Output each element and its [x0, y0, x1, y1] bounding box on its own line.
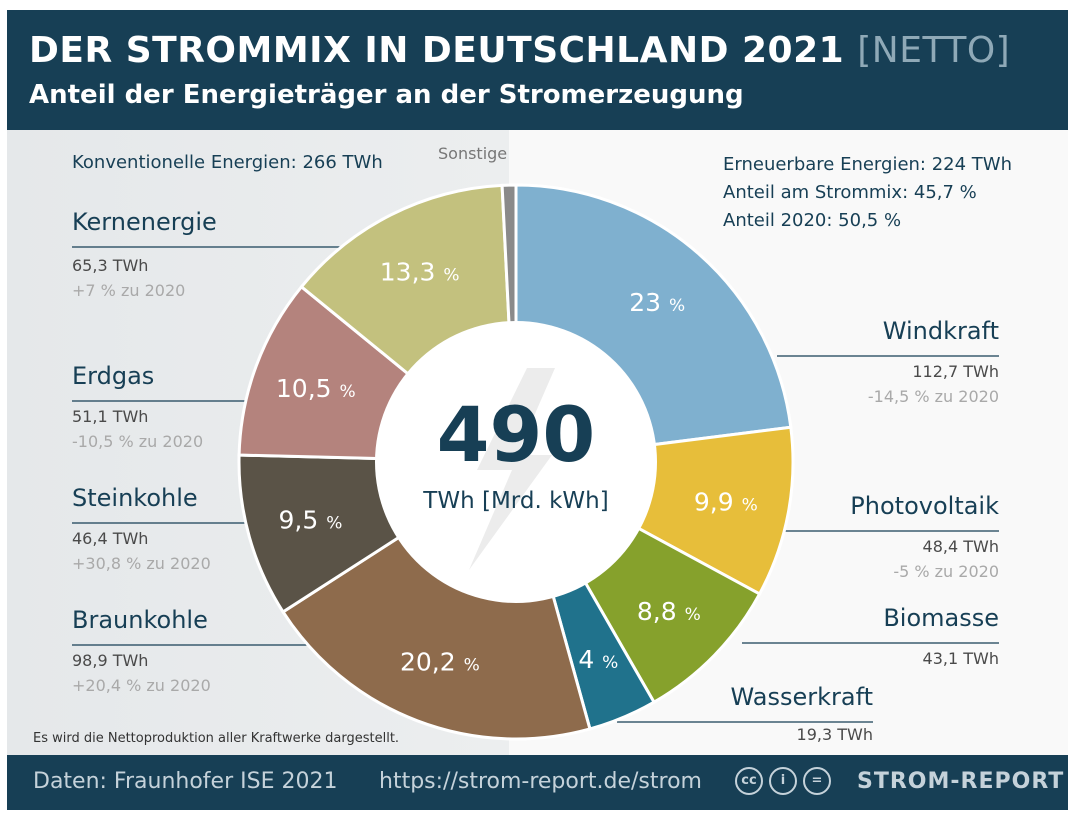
photovoltaik-label: Photovoltaik	[850, 492, 999, 520]
kernenergie-change: +7 % zu 2020	[72, 281, 186, 300]
sonstige-label: Sonstige	[438, 144, 508, 163]
photovoltaik-change: -5 % zu 2020	[893, 562, 999, 581]
steinkohle-change: +30,8 % zu 2020	[72, 554, 211, 573]
footer: Daten: Fraunhofer ISE 2021 https://strom…	[7, 755, 1068, 810]
method-note: Es wird die Nettoproduktion aller Kraftw…	[33, 731, 400, 746]
center-unit: TWh [Mrd. kWh]	[423, 488, 609, 514]
source-link[interactable]: https://strom-report.de/strom	[379, 769, 702, 794]
biomasse-value: 43,1 TWh	[922, 649, 999, 668]
erdgas-label: Erdgas	[72, 362, 155, 390]
brand-logo: STROM-REPORT	[857, 769, 1065, 794]
header: DER STROMMIX IN DEUTSCHLAND 2021 [NETTO]…	[7, 10, 1068, 130]
braunkohle-label: Braunkohle	[72, 606, 208, 634]
photovoltaik-value: 48,4 TWh	[922, 537, 999, 556]
erdgas-value: 51,1 TWh	[72, 407, 149, 426]
renewable-total: Erneuerbare Energien: 224 TWh	[723, 154, 1012, 175]
kernenergie-value: 65,3 TWh	[72, 256, 149, 275]
windkraft-value: 112,7 TWh	[912, 362, 999, 381]
erdgas-change: -10,5 % zu 2020	[72, 432, 204, 451]
wasserkraft-label: Wasserkraft	[730, 683, 873, 711]
wasserkraft-value: 19,3 TWh	[796, 725, 873, 744]
windkraft-change: -14,5 % zu 2020	[867, 387, 999, 406]
page-subtitle: Anteil der Energieträger an der Stromerz…	[29, 80, 744, 110]
braunkohle-change: +20,4 % zu 2020	[72, 676, 211, 695]
lightning-icon	[469, 368, 555, 570]
renewable-share: Anteil am Strommix: 45,7 %	[723, 182, 977, 203]
page-title: DER STROMMIX IN DEUTSCHLAND 2021 [NETTO]	[29, 30, 1010, 71]
chart-area: 23 % 9,9 % 8,8 % 4 % 20,2 % 9,5 % 10,5 % 13,3 %…	[7, 130, 1068, 755]
donut-chart: 23 %9,9 %8,8 %4 %20,2 %9,5 %10,5 %13,3 %	[72, 183, 999, 741]
braunkohle-value: 98,9 TWh	[72, 651, 149, 670]
data-source: Daten: Fraunhofer ISE 2021	[33, 769, 338, 794]
attribution-icon: i	[769, 767, 797, 795]
steinkohle-value: 46,4 TWh	[72, 529, 149, 548]
no-derivatives-icon: =	[803, 767, 831, 795]
windkraft-label: Windkraft	[882, 317, 999, 345]
infographic: DER STROMMIX IN DEUTSCHLAND 2021 [NETTO]…	[7, 10, 1068, 810]
steinkohle-label: Steinkohle	[72, 484, 198, 512]
title-accent: [NETTO]	[857, 30, 1011, 71]
center-total: 490	[436, 390, 596, 479]
cc-icon: cc	[735, 767, 763, 795]
conventional-total: Konventionelle Energien: 266 TWh	[72, 152, 383, 173]
title-text: DER STROMMIX IN DEUTSCHLAND 2021	[29, 30, 845, 71]
kernenergie-label: Kernenergie	[72, 208, 217, 236]
renewable-share-2020: Anteil 2020: 50,5 %	[723, 210, 902, 231]
biomasse-label: Biomasse	[883, 604, 999, 632]
